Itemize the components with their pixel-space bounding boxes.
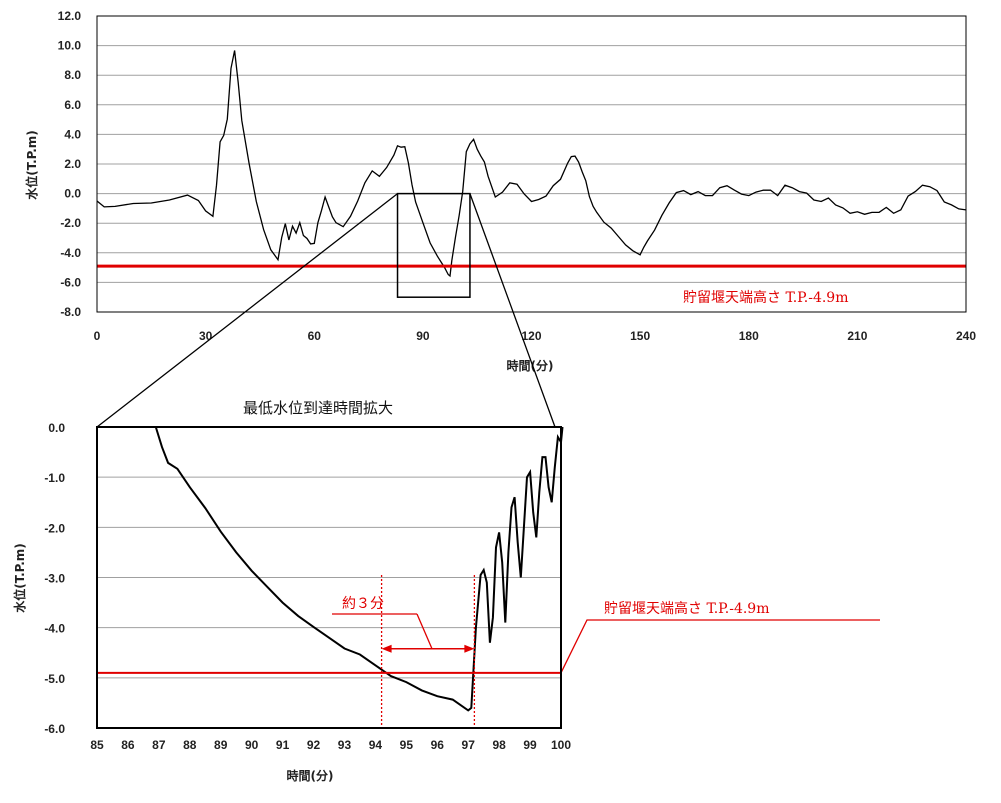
duration-label: 約３分 xyxy=(342,596,384,612)
zoom-y-tick-label: -6.0 xyxy=(44,722,65,736)
zoom-x-tick-label: 85 xyxy=(90,738,104,752)
main-y-axis-title: 水位(T.P.m) xyxy=(24,130,39,200)
main-x-tick-label: 30 xyxy=(199,329,213,343)
zoom-y-tick-label: -4.0 xyxy=(44,622,65,636)
main-x-tick-label: 120 xyxy=(521,329,541,343)
zoom-x-tick-label: 91 xyxy=(276,738,290,752)
main-y-tick-label: 2.0 xyxy=(64,157,81,171)
zoom-y-tick-label: -3.0 xyxy=(44,572,65,586)
zoom-y-axis-title: 水位(T.P.m) xyxy=(12,543,27,613)
zoom-y-ticks: 0.0 -1.0 -2.0 -3.0 -4.0 -5.0 -6.0 xyxy=(44,421,65,736)
zoom-threshold-label: 貯留堰天端高さ T.P.-4.9m xyxy=(604,600,769,617)
zoom-x-tick-label: 97 xyxy=(462,738,476,752)
zoom-x-tick-label: 86 xyxy=(121,738,135,752)
zoom-y-tick-label: -2.0 xyxy=(44,521,65,535)
zoom-x-tick-label: 95 xyxy=(400,738,414,752)
zoom-x-tick-label: 87 xyxy=(152,738,166,752)
main-plot-frame xyxy=(96,15,967,313)
main-y-tick-label: 0.0 xyxy=(64,187,81,201)
zoom-x-tick-label: 92 xyxy=(307,738,321,752)
zoom-x-tick-label: 89 xyxy=(214,738,228,752)
zoom-y-tick-label: -1.0 xyxy=(44,471,65,485)
main-y-tick-label: 12.0 xyxy=(58,9,82,23)
zoom-grid xyxy=(97,476,561,679)
zoom-x-tick-label: 88 xyxy=(183,738,197,752)
duration-label-leader xyxy=(416,613,433,649)
main-x-tick-label: 60 xyxy=(308,329,322,343)
zoom-x-tick-label: 98 xyxy=(492,738,506,752)
main-y-tick-label: 6.0 xyxy=(64,98,81,112)
zoom-y-tick-label: -5.0 xyxy=(44,672,65,686)
zoom-x-tick-label: 94 xyxy=(369,738,383,752)
main-y-ticks: 12.0 10.0 8.0 6.0 4.0 2.0 0.0 -2.0 -4.0 -6.0 -8.0 xyxy=(58,9,82,319)
main-y-tick-label: -8.0 xyxy=(60,305,81,319)
zoom-chart-title: 最低水位到達時間拡大 xyxy=(243,399,393,417)
main-grid xyxy=(97,45,966,283)
zoom-x-tick-label: 99 xyxy=(523,738,537,752)
zoom-chart: 最低水位到達時間拡大 0.0 -1.0 -2.0 -3.0 -4.0 -5.0 -6.0 8… xyxy=(12,399,880,783)
zoom-x-tick-label: 100 xyxy=(551,738,571,752)
zoom-connector-right xyxy=(469,193,556,428)
zoom-x-tick-label: 96 xyxy=(431,738,445,752)
zoom-y-tick-label: 0.0 xyxy=(48,421,65,435)
zoom-connectors xyxy=(96,193,556,428)
main-x-tick-label: 210 xyxy=(847,329,867,343)
main-x-tick-label: 240 xyxy=(956,329,976,343)
main-x-tick-label: 90 xyxy=(416,329,430,343)
main-x-tick-label: 0 xyxy=(94,329,101,343)
zoom-x-ticks: 85 86 87 88 89 90 91 92 93 94 95 96 97 98 99 100 xyxy=(90,738,571,752)
main-y-tick-label: -6.0 xyxy=(60,275,81,289)
zoom-x-tick-label: 90 xyxy=(245,738,259,752)
duration-arrow-head-left xyxy=(381,644,392,653)
zoom-plot-frame xyxy=(96,426,562,729)
zoom-threshold-callout xyxy=(560,619,880,674)
zoom-series-line xyxy=(154,426,564,712)
zoom-x-tick-label: 93 xyxy=(338,738,352,752)
duration-arrow-head-right xyxy=(464,644,475,653)
main-zoom-box xyxy=(396,192,471,298)
main-x-tick-label: 150 xyxy=(630,329,650,343)
main-x-tick-label: 180 xyxy=(739,329,759,343)
main-chart: 12.010.08.06.04.02.00.0-2.0-4.0-6.0-8.0 … xyxy=(24,9,976,373)
main-x-ticks: 0 30 60 90 120 150 180 210 240 xyxy=(94,329,977,343)
main-y-tick-label: 10.0 xyxy=(58,39,82,53)
zoom-connector-left xyxy=(96,193,398,428)
main-y-tick-label: -2.0 xyxy=(60,216,81,230)
main-y-tick-label: -4.0 xyxy=(60,246,81,260)
main-series-line xyxy=(96,50,967,278)
zoom-x-axis-title: 時間(分) xyxy=(287,768,334,783)
main-x-axis-title: 時間(分) xyxy=(507,358,554,373)
main-y-tick-label: 4.0 xyxy=(64,127,81,141)
main-threshold-label: 貯留堰天端高さ T.P.-4.9m xyxy=(683,289,848,306)
main-y-tick-label: 8.0 xyxy=(64,68,81,82)
